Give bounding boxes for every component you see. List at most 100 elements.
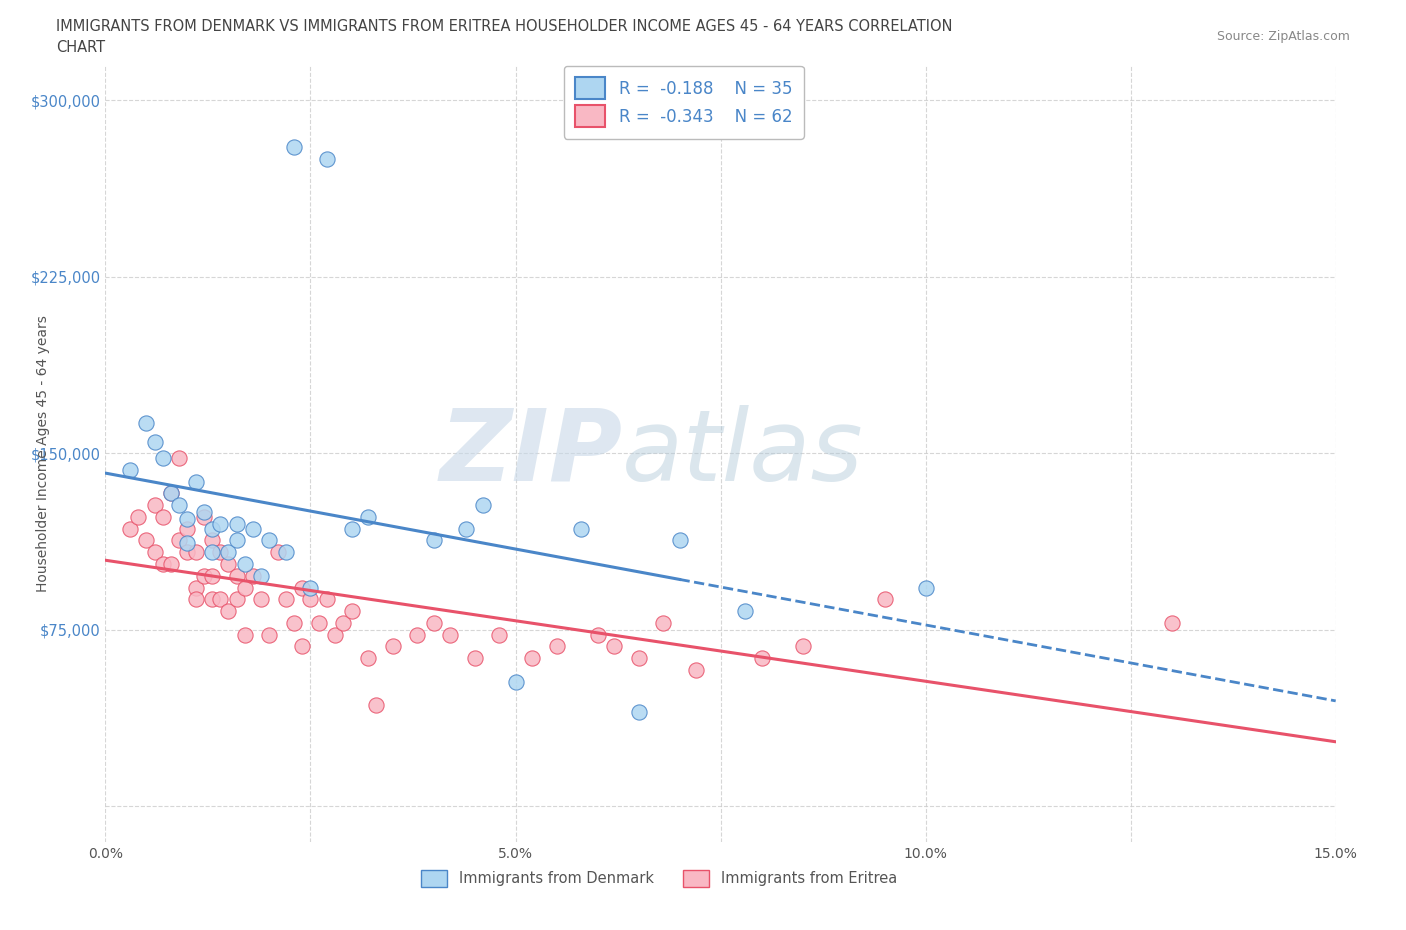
Text: IMMIGRANTS FROM DENMARK VS IMMIGRANTS FROM ERITREA HOUSEHOLDER INCOME AGES 45 - : IMMIGRANTS FROM DENMARK VS IMMIGRANTS FR… <box>56 19 953 33</box>
Point <box>299 591 322 606</box>
Point <box>176 521 198 536</box>
Point <box>160 486 183 501</box>
Point <box>184 545 207 560</box>
Point <box>332 616 354 631</box>
Point <box>120 462 141 477</box>
Point <box>193 505 215 520</box>
Point <box>456 521 478 536</box>
Point <box>242 568 264 583</box>
Point <box>734 604 756 618</box>
Point <box>283 616 305 631</box>
Point <box>291 639 314 654</box>
Point <box>464 651 486 666</box>
Point <box>143 434 166 449</box>
Point <box>218 604 240 618</box>
Point <box>233 580 256 595</box>
Point <box>381 639 404 654</box>
Point <box>652 616 675 631</box>
Point <box>357 651 380 666</box>
Point <box>488 627 510 642</box>
Point <box>316 152 339 166</box>
Point <box>792 639 814 654</box>
Point <box>225 516 247 531</box>
Point <box>586 627 609 642</box>
Point <box>873 591 896 606</box>
Point <box>127 510 149 525</box>
Point <box>299 580 322 595</box>
Point <box>242 521 264 536</box>
Point <box>914 580 936 595</box>
Point <box>250 591 273 606</box>
Point <box>201 545 224 560</box>
Point <box>218 556 240 571</box>
Point <box>169 498 191 512</box>
Point <box>209 545 232 560</box>
Point <box>357 510 380 525</box>
Point <box>340 521 363 536</box>
Point <box>283 140 305 155</box>
Point <box>685 662 707 677</box>
Point <box>233 627 256 642</box>
Y-axis label: Householder Income Ages 45 - 64 years: Householder Income Ages 45 - 64 years <box>37 315 49 591</box>
Point <box>209 516 232 531</box>
Point <box>259 533 281 548</box>
Point <box>233 556 256 571</box>
Point <box>274 591 297 606</box>
Point <box>308 616 330 631</box>
Point <box>160 556 183 571</box>
Point <box>225 533 247 548</box>
Point <box>291 580 314 595</box>
Point <box>176 545 198 560</box>
Text: Source: ZipAtlas.com: Source: ZipAtlas.com <box>1216 30 1350 43</box>
Text: atlas: atlas <box>621 405 863 502</box>
Point <box>225 568 247 583</box>
Point <box>143 545 166 560</box>
Point <box>184 591 207 606</box>
Point <box>176 536 198 551</box>
Point <box>152 556 174 571</box>
Point <box>627 651 650 666</box>
Point <box>120 521 141 536</box>
Point <box>340 604 363 618</box>
Text: CHART: CHART <box>56 40 105 55</box>
Point <box>169 533 191 548</box>
Legend: Immigrants from Denmark, Immigrants from Eritrea: Immigrants from Denmark, Immigrants from… <box>415 864 903 893</box>
Point <box>152 451 174 466</box>
Point <box>209 591 232 606</box>
Point <box>225 591 247 606</box>
Point <box>193 568 215 583</box>
Point <box>201 521 224 536</box>
Point <box>201 568 224 583</box>
Point <box>668 533 690 548</box>
Point <box>218 545 240 560</box>
Point <box>184 580 207 595</box>
Point <box>184 474 207 489</box>
Point <box>546 639 568 654</box>
Point <box>201 591 224 606</box>
Point <box>1160 616 1182 631</box>
Point <box>439 627 461 642</box>
Point <box>422 533 444 548</box>
Point <box>160 486 183 501</box>
Point <box>471 498 494 512</box>
Point <box>505 674 527 689</box>
Point <box>323 627 346 642</box>
Point <box>406 627 429 642</box>
Point <box>250 568 273 583</box>
Point <box>169 451 191 466</box>
Point <box>569 521 592 536</box>
Point <box>143 498 166 512</box>
Text: ZIP: ZIP <box>439 405 621 502</box>
Point <box>135 533 157 548</box>
Point <box>627 705 650 720</box>
Point <box>422 616 444 631</box>
Point <box>259 627 281 642</box>
Point <box>603 639 626 654</box>
Point <box>520 651 543 666</box>
Point <box>751 651 773 666</box>
Point <box>366 698 388 712</box>
Point <box>201 533 224 548</box>
Point <box>152 510 174 525</box>
Point <box>176 512 198 526</box>
Point <box>267 545 290 560</box>
